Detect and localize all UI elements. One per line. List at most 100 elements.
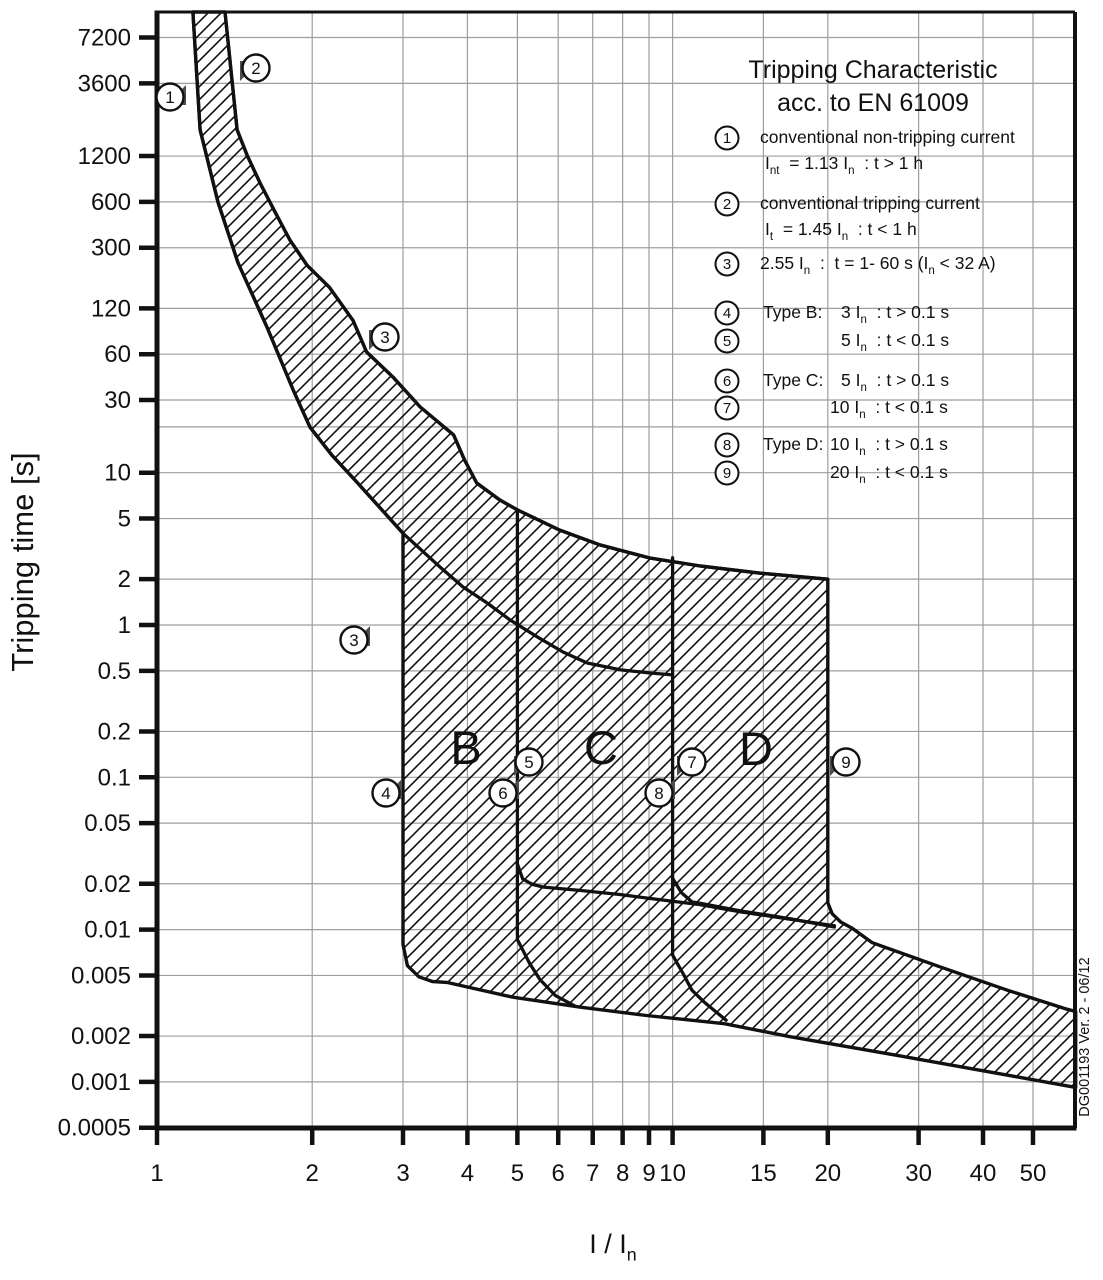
marker-circle <box>371 778 401 808</box>
legend-text: Type C: <box>763 370 823 390</box>
y-axis-title: Tripping time [s] <box>5 452 40 671</box>
legend-number: 7 <box>723 400 731 417</box>
legend-number-circle <box>714 460 740 486</box>
marker-number: 3 <box>380 328 389 347</box>
x-tick-label: 50 <box>1020 1160 1047 1187</box>
y-tick-label: 1200 <box>78 143 131 170</box>
marker-number: 6 <box>498 784 507 803</box>
y-tick-label: 10 <box>104 460 131 487</box>
x-tick-label: 4 <box>461 1160 474 1187</box>
thermal-min-curve <box>191 10 675 677</box>
marker-number: 1 <box>165 88 174 107</box>
marker-circle <box>241 53 271 83</box>
x-tick-label: 40 <box>970 1160 997 1187</box>
x-tick-label: 7 <box>586 1160 599 1187</box>
legend-number-circle <box>714 191 740 217</box>
legend-number: 9 <box>723 465 731 482</box>
legend-text: It = 1.45 In : t < 1 h <box>765 219 917 243</box>
chart-title-line1: Tripping Characteristic <box>748 56 997 84</box>
x-tick-label: 9 <box>642 1160 655 1187</box>
y-tick-label: 0.1 <box>98 764 131 791</box>
c-upper-10In <box>670 876 837 929</box>
y-tick-label: 60 <box>104 341 131 368</box>
x-tick-label: 8 <box>616 1160 629 1187</box>
marker-number: 4 <box>381 784 390 803</box>
legend-text: 5 In : t < 0.1 s <box>841 330 949 354</box>
x-tick-label: 30 <box>905 1160 932 1187</box>
legend-text: 3 In : t > 0.1 s <box>841 302 949 326</box>
legend-text: Type D: <box>763 434 823 454</box>
x-axis-title: I / In <box>589 1229 636 1265</box>
y-tick-label: 0.002 <box>71 1023 131 1050</box>
marker-8: 8 <box>644 778 675 808</box>
legend-number-circle <box>714 395 740 421</box>
legend-number: 3 <box>723 256 731 273</box>
legend-number: 1 <box>723 130 731 147</box>
marker-number: 5 <box>524 753 533 772</box>
marker-circle <box>370 322 400 352</box>
x-tick-label: 10 <box>659 1160 686 1187</box>
legend-text: Type B: <box>763 302 822 322</box>
y-tick-label: 7200 <box>78 25 131 52</box>
region-label-C: C <box>584 721 618 774</box>
marker-number: 8 <box>654 784 663 803</box>
marker-9: 9 <box>830 747 861 777</box>
marker-circle <box>677 747 707 777</box>
y-tick-label: 0.005 <box>71 962 131 989</box>
y-tick-label: 1 <box>118 612 131 639</box>
legend-text: conventional tripping current <box>760 193 980 213</box>
y-tick-label: 2 <box>118 566 131 593</box>
marker-circle <box>488 778 518 808</box>
chart-title-line2: acc. to EN 61009 <box>777 89 969 117</box>
y-tick-label: 0.05 <box>84 810 131 837</box>
legend-number-circle <box>714 328 740 354</box>
document-id-note: DG001193 Ver. 2 - 06/12 <box>1077 957 1093 1116</box>
y-tick-label: 0.01 <box>84 917 131 944</box>
legend-number-circle <box>714 251 740 277</box>
x-tick-label: 6 <box>552 1160 565 1187</box>
marker-number: 2 <box>251 59 260 78</box>
legend-number: 8 <box>723 437 731 454</box>
legend-number: 5 <box>723 333 731 350</box>
y-tick-label: 0.5 <box>98 658 131 685</box>
y-tick-label: 0.02 <box>84 871 131 898</box>
y-tick-label: 0.0005 <box>58 1115 131 1142</box>
tripping-region <box>191 10 1078 1090</box>
legend-text: 5 In : t > 0.1 s <box>841 370 949 394</box>
marker-circle <box>155 82 185 112</box>
marker-2: 2 <box>240 53 271 83</box>
marker-circle <box>644 778 674 808</box>
axis-tick-labels: 1 2 3 4 5 6 7 8 9 10 15 20 30 40 507200360012006003001… <box>58 25 1047 1187</box>
y-tick-label: 0.001 <box>71 1069 131 1096</box>
x-tick-label: 5 <box>511 1160 524 1187</box>
marker-number: 7 <box>687 753 696 772</box>
marker-circle <box>339 625 369 655</box>
thermal-max-curve <box>223 10 830 581</box>
x-tick-label: 2 <box>306 1160 319 1187</box>
marker-3: 3 <box>369 322 400 352</box>
legend-number-circle <box>714 300 740 326</box>
marker-circle <box>514 747 544 777</box>
marker-7: 7 <box>677 747 707 777</box>
y-tick-label: 3600 <box>78 70 131 97</box>
plot-frame <box>154 10 1077 1131</box>
legend-text: 2.55 In : t = 1- 60 s (In < 32 A) <box>760 253 996 277</box>
marker-1: 1 <box>155 82 186 112</box>
marker-4: 4 <box>371 778 402 808</box>
marker-number: 3 <box>349 631 358 650</box>
y-tick-label: 30 <box>104 387 131 414</box>
legend: 1 conventional non-tripping current Int = … <box>714 125 1015 486</box>
legend-text: 10 In : t > 0.1 s <box>830 434 948 458</box>
x-tick-label: 15 <box>750 1160 777 1187</box>
marker-number: 9 <box>841 753 850 772</box>
y-tick-label: 5 <box>118 506 131 533</box>
region-label-B: B <box>450 721 481 774</box>
legend-number-circle <box>714 368 740 394</box>
legend-text: 20 In : t < 0.1 s <box>830 462 948 486</box>
legend-number-circle <box>714 125 740 151</box>
legend-number: 4 <box>723 305 731 322</box>
legend-number-circle <box>714 432 740 458</box>
x-tick-label: 20 <box>814 1160 841 1187</box>
